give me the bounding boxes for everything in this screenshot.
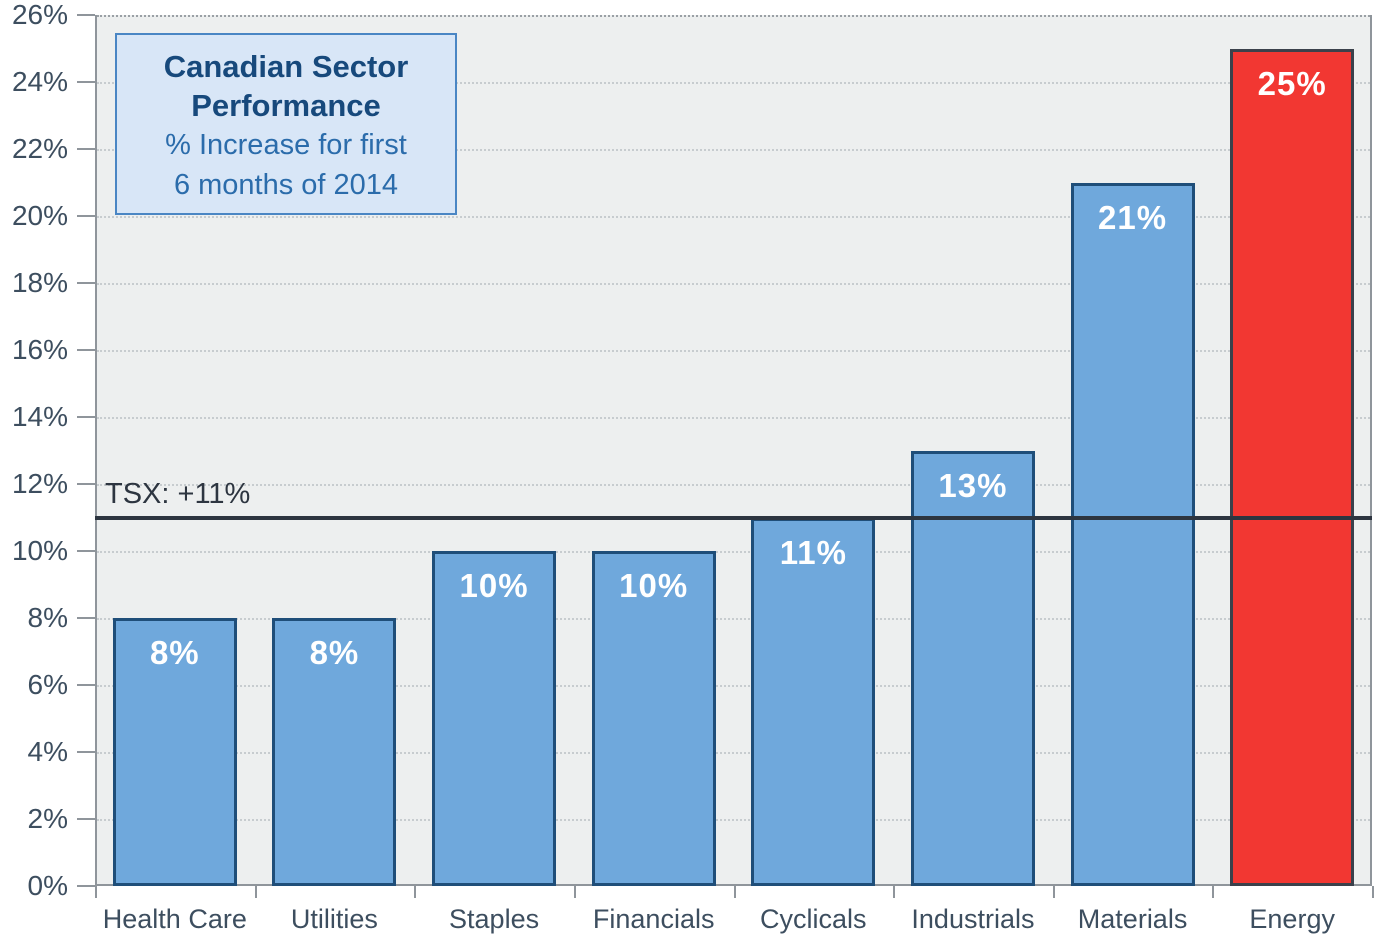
- bar-financials: 10%: [591, 551, 716, 886]
- gridline-12: [97, 484, 1370, 486]
- y-axis-tick-12: [77, 483, 95, 485]
- x-axis-label-health-care: Health Care: [102, 904, 247, 934]
- bar-staples: 10%: [432, 551, 557, 886]
- bar-health-care: 8%: [112, 618, 237, 886]
- y-axis-label-26: 26%: [11, 0, 68, 30]
- x-axis-tick-2: [414, 886, 417, 898]
- y-axis-label-0: 0%: [27, 870, 68, 901]
- bar-value-label-health-care: 8%: [149, 634, 200, 671]
- bar-energy: 25%: [1230, 48, 1355, 886]
- gridline-4: [97, 752, 1370, 754]
- y-axis-label-16: 16%: [11, 334, 68, 365]
- y-axis-tick-14: [77, 416, 95, 418]
- gridline-26: [97, 15, 1370, 17]
- bar-value-label-industrials: 13%: [938, 466, 1008, 504]
- gridline-2: [97, 819, 1370, 821]
- x-axis-label-energy: Energy: [1249, 904, 1335, 934]
- x-axis-label-cyclicals: Cyclicals: [760, 904, 867, 934]
- tsx-reference-label: TSX: +11%: [105, 477, 251, 510]
- bar-value-label-staples: 10%: [459, 567, 529, 604]
- x-axis-tick-0: [95, 886, 97, 898]
- tsx-reference-line: [95, 515, 1372, 520]
- x-axis-tick-3: [573, 886, 576, 898]
- y-axis-label-10: 10%: [11, 535, 68, 566]
- y-axis-label-4: 4%: [27, 736, 68, 767]
- y-axis-label-18: 18%: [11, 267, 68, 298]
- y-axis-label-2: 2%: [27, 803, 68, 834]
- bar-industrials: 13%: [910, 450, 1035, 886]
- chart-title-line-1: Canadian Sector: [163, 49, 409, 84]
- y-axis-tick-22: [77, 148, 95, 150]
- y-axis-tick-4: [77, 751, 95, 753]
- chart-title-line-2: Performance: [191, 88, 381, 123]
- gridline-10: [97, 551, 1370, 553]
- x-axis-label-utilities: Utilities: [290, 904, 378, 934]
- gridline-22: [97, 149, 1370, 151]
- x-axis-label-materials: Materials: [1077, 904, 1188, 934]
- y-axis-label-24: 24%: [11, 66, 68, 97]
- bar-value-label-energy: 25%: [1257, 64, 1327, 102]
- y-axis-label-6: 6%: [27, 669, 68, 700]
- y-axis-label-12: 12%: [11, 468, 68, 499]
- y-axis-tick-2: [77, 818, 95, 820]
- y-axis-tick-16: [77, 349, 95, 351]
- y-axis-tick-24: [77, 81, 95, 83]
- x-axis-tick-4: [733, 886, 736, 898]
- y-axis-label-20: 20%: [11, 200, 68, 231]
- y-axis-label-14: 14%: [11, 401, 68, 432]
- y-axis-tick-10: [77, 550, 95, 552]
- x-axis-tick-1: [254, 886, 257, 898]
- bar-materials: 21%: [1070, 182, 1195, 886]
- x-axis-tick-7: [1212, 886, 1215, 898]
- gridline-20: [97, 216, 1370, 218]
- y-axis-tick-8: [77, 617, 95, 619]
- x-axis-tick-5: [893, 886, 896, 898]
- gridline-14: [97, 417, 1370, 419]
- x-axis-label-staples: Staples: [449, 904, 540, 934]
- chart-title-box: Canadian Sector Performance % Increase f…: [115, 33, 457, 215]
- y-axis-tick-20: [77, 215, 95, 217]
- gridline-6: [97, 685, 1370, 687]
- chart-subtitle-line-2: 6 months of 2014: [173, 169, 399, 201]
- y-axis-label-8: 8%: [27, 602, 68, 633]
- x-axis-tick-6: [1052, 886, 1055, 898]
- y-axis-label-22: 22%: [11, 133, 68, 164]
- gridline-8: [97, 618, 1370, 620]
- gridline-16: [97, 350, 1370, 352]
- y-axis-tick-0: [77, 885, 95, 887]
- x-axis-label-financials: Financials: [592, 904, 715, 934]
- y-axis-tick-18: [77, 282, 95, 284]
- y-axis-tick-26: [77, 14, 95, 16]
- x-axis-tick-end: [1372, 886, 1374, 898]
- bar-value-label-materials: 21%: [1098, 198, 1168, 236]
- x-axis-label-industrials: Industrials: [911, 904, 1035, 934]
- bar-value-label-cyclicals: 11%: [779, 533, 847, 571]
- gridline-24: [97, 82, 1370, 84]
- chart-subtitle-line-1: % Increase for first: [165, 129, 407, 161]
- gridline-18: [97, 283, 1370, 285]
- bar-cyclicals: 11%: [751, 517, 876, 886]
- bar-value-label-financials: 10%: [619, 567, 689, 604]
- bar-value-label-utilities: 8%: [309, 634, 360, 671]
- bar-utilities: 8%: [272, 618, 397, 886]
- y-axis-tick-6: [77, 684, 95, 686]
